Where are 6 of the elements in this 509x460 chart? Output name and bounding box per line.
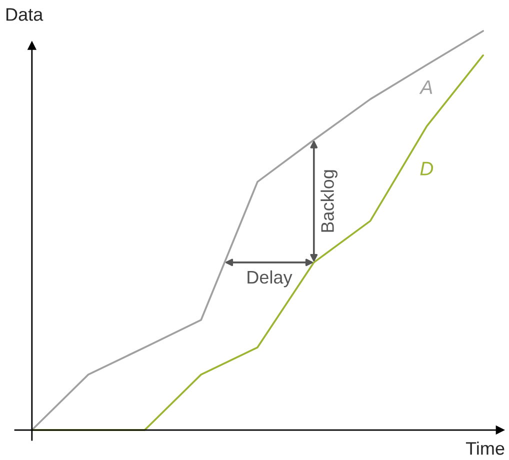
annotation: Delay: [248, 270, 292, 288]
x-axis-title: Time: [466, 442, 504, 455]
y-axis-title: Data: [6, 8, 44, 21]
annotation: Backlog: [320, 170, 338, 232]
series-label: D: [420, 162, 434, 176]
series-label: A: [419, 80, 432, 94]
